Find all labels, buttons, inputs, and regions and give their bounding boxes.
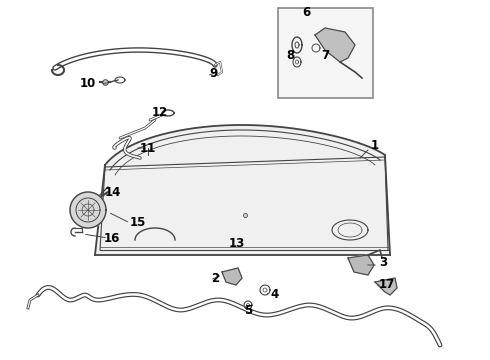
Text: 1: 1 bbox=[371, 139, 379, 152]
Text: 8: 8 bbox=[286, 49, 294, 62]
Text: 10: 10 bbox=[80, 77, 96, 90]
Text: 14: 14 bbox=[105, 185, 121, 198]
Text: 4: 4 bbox=[271, 288, 279, 302]
Polygon shape bbox=[222, 268, 242, 285]
Text: 2: 2 bbox=[211, 271, 219, 284]
Text: 13: 13 bbox=[229, 237, 245, 249]
Text: 15: 15 bbox=[130, 216, 146, 229]
Text: 9: 9 bbox=[209, 67, 217, 80]
Polygon shape bbox=[70, 192, 106, 228]
Bar bbox=[278, 8, 373, 98]
Text: 6: 6 bbox=[302, 5, 310, 18]
Text: 11: 11 bbox=[140, 141, 156, 154]
Text: 16: 16 bbox=[104, 231, 120, 244]
Polygon shape bbox=[315, 28, 355, 62]
Text: 7: 7 bbox=[321, 49, 329, 62]
Text: 12: 12 bbox=[152, 105, 168, 118]
Polygon shape bbox=[348, 255, 374, 275]
Text: 5: 5 bbox=[244, 303, 252, 316]
Text: 3: 3 bbox=[379, 256, 387, 270]
Text: 17: 17 bbox=[379, 279, 395, 292]
Polygon shape bbox=[95, 125, 390, 255]
Polygon shape bbox=[375, 278, 397, 295]
